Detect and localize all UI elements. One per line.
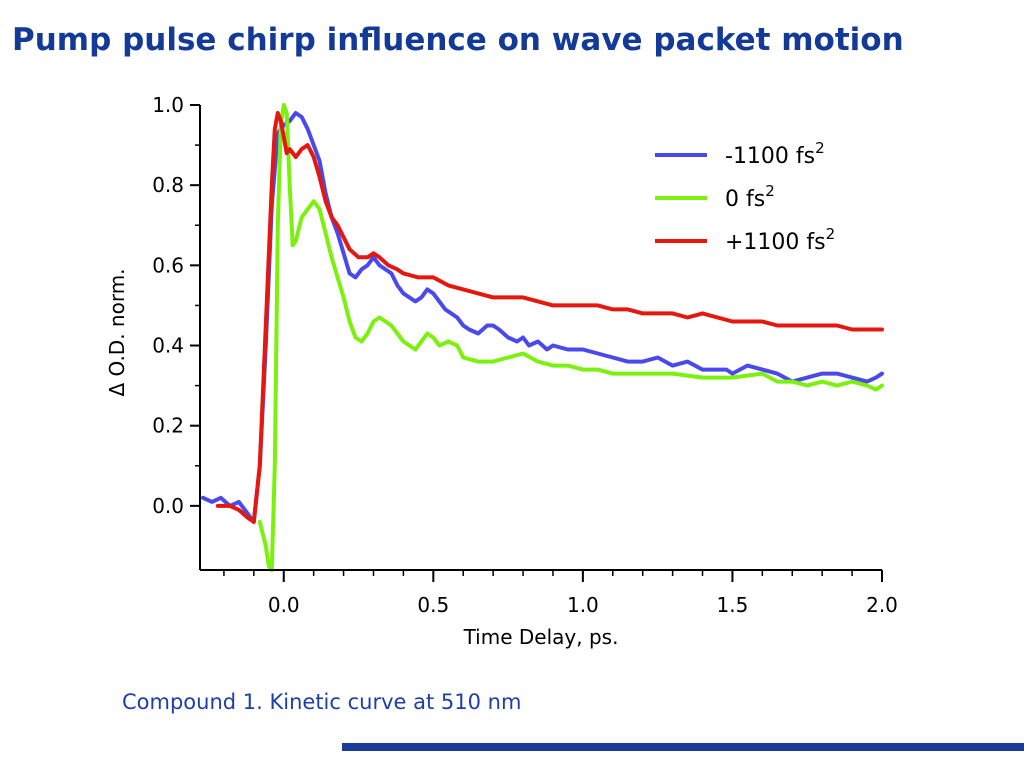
x-tick-label: 0.5 — [417, 593, 449, 617]
kinetic-curve-chart: 0.0 0.2 0.4 0.6 0.8 1.0 0.0 0.5 1.0 1.5 2.0 Time De… — [105, 93, 898, 649]
legend-label-1: 0 fs2 — [725, 182, 775, 212]
x-tick-label: 2.0 — [866, 593, 898, 617]
series-line-2 — [215, 111, 884, 524]
legend-label-text: +1100 fs — [725, 230, 826, 255]
legend-label-text: -1100 fs — [725, 144, 815, 169]
y-tick-label: 0.4 — [152, 334, 184, 358]
series-layer — [201, 103, 884, 572]
slide-title: Pump pulse chirp influence on wave packe… — [12, 22, 904, 58]
axes-layer: 0.0 0.2 0.4 0.6 0.8 1.0 0.0 0.5 1.0 1.5 2.0 Time De… — [105, 93, 898, 649]
y-tick-label: 0.8 — [152, 173, 184, 197]
series-line-1 — [257, 103, 884, 572]
legend-label-superscript: 2 — [815, 139, 825, 157]
x-tick-label: 0.0 — [268, 593, 300, 617]
chart-container: 0.0 0.2 0.4 0.6 0.8 1.0 0.0 0.5 1.0 1.5 2.0 Time De… — [105, 93, 898, 649]
legend-label-superscript: 2 — [765, 182, 775, 200]
y-tick-label: 0.2 — [152, 414, 184, 438]
legend-label-superscript: 2 — [826, 225, 836, 243]
y-tick-label: 1.0 — [152, 93, 184, 117]
y-axis-label: Δ O.D. norm. — [105, 268, 129, 396]
x-axis-label: Time Delay, ps. — [463, 625, 619, 649]
chart-caption: Compound 1. Kinetic curve at 510 nm — [122, 690, 522, 714]
x-tick-label: 1.0 — [567, 593, 599, 617]
series-line-0 — [201, 111, 884, 524]
legend-label-text: 0 fs — [725, 187, 765, 212]
x-tick-label: 1.5 — [717, 593, 749, 617]
footer-bar — [342, 743, 1024, 751]
legend-label-0: -1100 fs2 — [725, 139, 825, 169]
y-tick-label: 0.0 — [152, 494, 184, 518]
legend-label-2: +1100 fs2 — [725, 225, 835, 255]
y-tick-label: 0.6 — [152, 253, 184, 277]
